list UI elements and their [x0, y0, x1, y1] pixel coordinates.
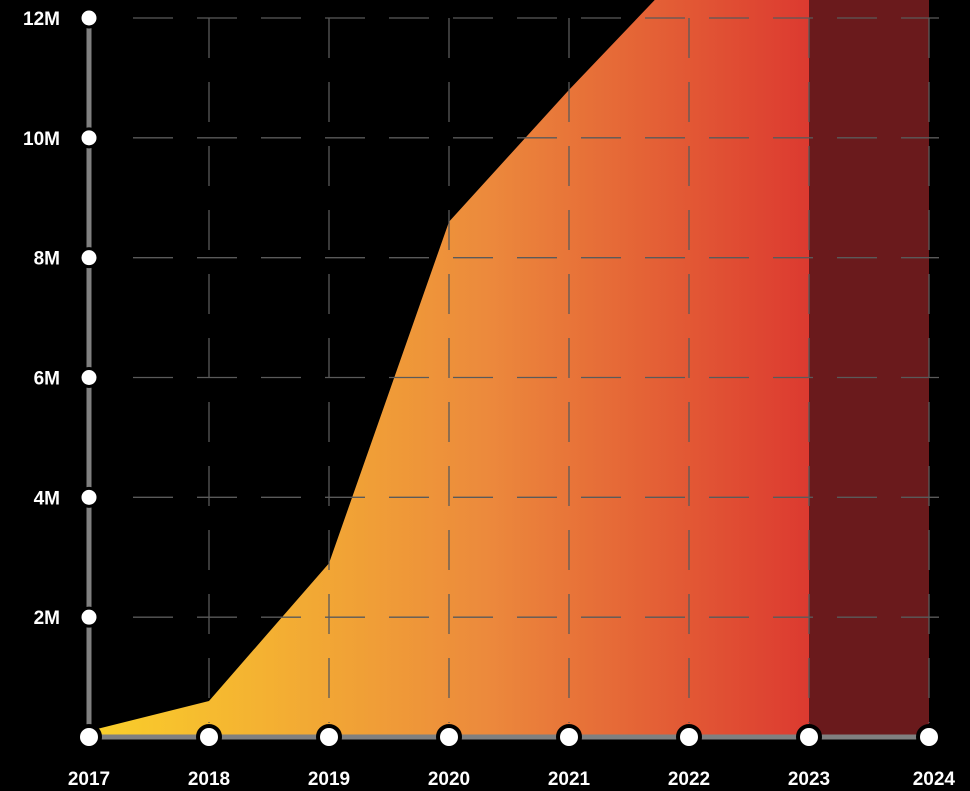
- x-tick-marker-2021: [556, 724, 582, 750]
- y-tick-marker-10M: [78, 127, 100, 149]
- x-tick-marker-2024: [916, 724, 942, 750]
- y-tick-marker-8M: [78, 247, 100, 269]
- y-tick-marker-12M: [78, 7, 100, 29]
- x-tick-label-2024: 2024: [913, 769, 956, 790]
- marker-layer: [76, 7, 942, 750]
- grid-layer: [133, 17, 939, 723]
- x-tick-label-2023: 2023: [788, 769, 830, 790]
- y-tick-label-12M: 12M: [23, 9, 60, 30]
- y-tick-label-8M: 8M: [34, 249, 60, 270]
- y-tick-label-2M: 2M: [34, 608, 60, 629]
- highlight-region: [809, 0, 929, 737]
- y-tick-label-4M: 4M: [34, 488, 60, 509]
- x-tick-marker-2022: [676, 724, 702, 750]
- x-tick-label-2019: 2019: [308, 769, 350, 790]
- x-tick-marker-2023: [796, 724, 822, 750]
- x-tick-marker-2020: [436, 724, 462, 750]
- y-tick-marker-4M: [78, 486, 100, 508]
- label-layer: 2M 4M 6M 8M 10M 12M 2017 2018 2019 2020 2021 2022 20…: [23, 9, 955, 790]
- y-tick-label-6M: 6M: [34, 369, 60, 390]
- x-tick-label-2018: 2018: [188, 769, 230, 790]
- y-tick-marker-6M: [78, 367, 100, 388]
- y-tick-marker-2M: [78, 606, 100, 628]
- y-tick-label-10M: 10M: [23, 129, 60, 150]
- x-tick-label-2017: 2017: [68, 769, 110, 790]
- x-tick-label-2022: 2022: [668, 769, 710, 790]
- x-tick-marker-2019: [316, 724, 342, 750]
- x-tick-marker-2017: [76, 724, 102, 750]
- highlight-region-layer: [809, 0, 929, 737]
- x-tick-label-2020: 2020: [428, 769, 470, 790]
- x-tick-marker-2018: [196, 724, 222, 750]
- x-tick-label-2021: 2021: [548, 769, 591, 790]
